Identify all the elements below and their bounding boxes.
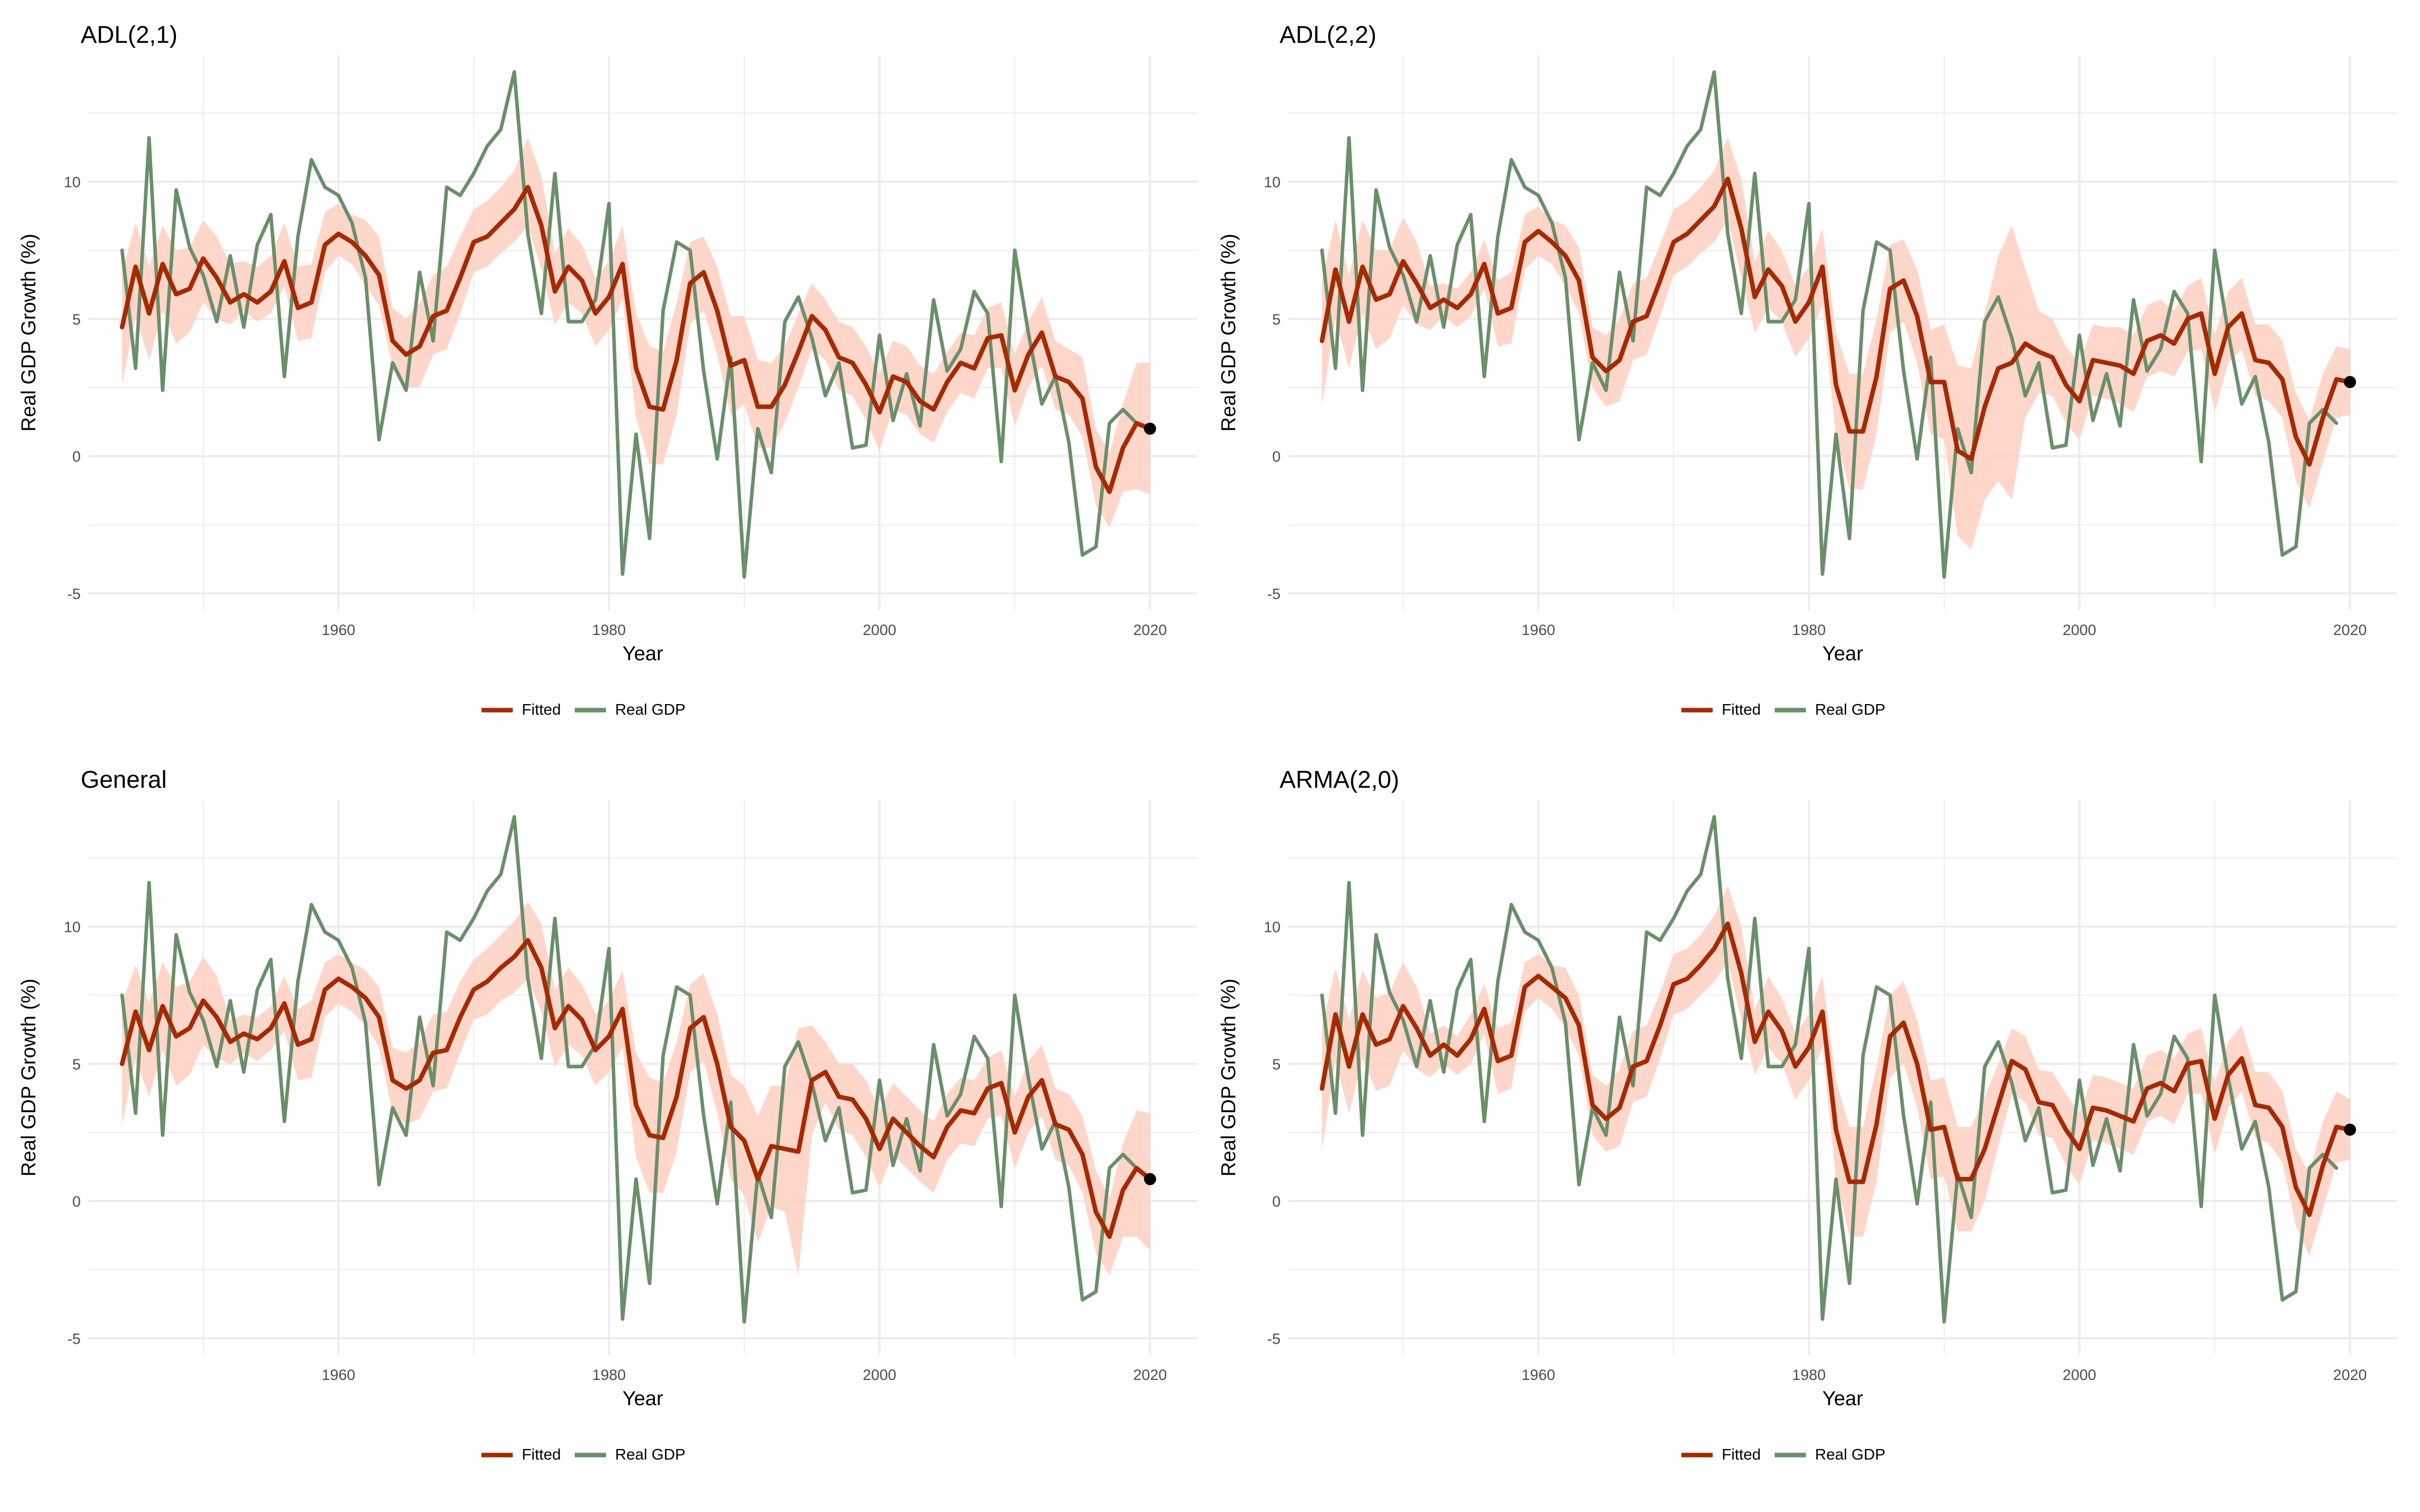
chart-title: ADL(2,1) (81, 22, 177, 48)
forecast-point (2344, 1123, 2356, 1136)
x-tick-label: 1980 (592, 622, 626, 639)
real-gdp-line (1320, 70, 2338, 579)
fitted-line (119, 184, 1153, 494)
x-tick-label: 2000 (2063, 1367, 2096, 1383)
y-tick-label: 10 (64, 919, 81, 935)
confidence-band (1322, 138, 2350, 550)
x-tick-label: 1980 (592, 1367, 626, 1383)
forecast-point (2344, 376, 2356, 389)
y-tick-label: 5 (72, 1056, 81, 1073)
y-tick-label: 0 (72, 449, 81, 465)
chart-panel: 1960 1980 2000 2020 -5 0 5 10 Year Real GDP Growt… (1218, 22, 2397, 718)
y-tick-label: 5 (1272, 311, 1281, 328)
y-axis-label: Real GDP Growth (%) (18, 234, 40, 432)
forecast-point (1144, 1173, 1157, 1185)
x-tick-label: 2020 (2333, 1367, 2367, 1383)
y-tick-label: -5 (1267, 1331, 1281, 1347)
legend-label-fitted: Fitted (1722, 701, 1761, 718)
y-tick-label: 0 (1272, 449, 1281, 465)
x-tick-label: 1960 (1522, 1367, 1555, 1383)
y-tick-label: 0 (72, 1193, 81, 1210)
legend: Fitted Real GDP (481, 701, 686, 718)
fitted-line (119, 938, 1153, 1239)
real-gdp-line (120, 815, 1138, 1324)
fitted-line (1319, 176, 2352, 467)
chart-panel: 1960 1980 2000 2020 -5 0 5 10 Year Real GDP Growt… (18, 767, 1197, 1463)
legend: Fitted Real GDP (1681, 1445, 1886, 1463)
y-tick-label: 0 (1272, 1193, 1281, 1210)
y-tick-label: 5 (1272, 1056, 1281, 1073)
x-tick-label: 1960 (322, 622, 355, 639)
y-tick-label: 10 (64, 174, 81, 191)
y-axis-label: Real GDP Growth (%) (1218, 234, 1240, 432)
legend-label-real-gdp: Real GDP (1815, 1445, 1886, 1463)
legend-label-real-gdp: Real GDP (615, 1445, 686, 1463)
real-gdp-line (120, 70, 1138, 579)
x-axis-label: Year (623, 643, 663, 665)
legend: Fitted Real GDP (481, 1445, 686, 1463)
legend-label-fitted: Fitted (1722, 1445, 1761, 1463)
y-tick-label: -5 (67, 1331, 81, 1347)
x-tick-label: 1960 (322, 1367, 355, 1383)
x-tick-label: 2020 (1133, 1367, 1167, 1383)
x-tick-label: 2020 (1133, 622, 1167, 639)
forecast-point (1144, 422, 1157, 435)
x-tick-label: 1980 (1792, 1367, 1826, 1383)
x-tick-label: 2000 (863, 622, 896, 639)
x-axis-label: Year (1823, 1388, 1863, 1410)
y-axis-label: Real GDP Growth (%) (18, 979, 40, 1177)
x-tick-label: 2000 (2063, 622, 2096, 639)
legend-label-fitted: Fitted (522, 1445, 561, 1463)
y-axis-label: Real GDP Growth (%) (1218, 979, 1240, 1177)
x-tick-label: 2020 (2333, 622, 2367, 639)
confidence-band (122, 138, 1151, 528)
gridlines (1288, 800, 2397, 1355)
y-tick-label: 10 (1264, 174, 1281, 191)
x-tick-label: 1960 (1522, 622, 1555, 639)
chart-title: ARMA(2,0) (1280, 767, 1399, 793)
gridlines (88, 800, 1197, 1355)
chart-title: General (81, 767, 167, 793)
y-tick-label: 5 (72, 311, 81, 328)
x-axis-label: Year (623, 1388, 663, 1410)
chart-panel: 1960 1980 2000 2020 -5 0 5 10 Year Real GDP Growt… (18, 22, 1197, 718)
x-axis-label: Year (1823, 643, 1863, 665)
x-tick-label: 1980 (1792, 622, 1826, 639)
confidence-band (122, 902, 1151, 1276)
chart-title: ADL(2,2) (1280, 22, 1376, 48)
y-tick-label: -5 (1267, 586, 1281, 602)
confidence-band (1322, 885, 2350, 1256)
y-tick-label: 10 (1264, 919, 1281, 935)
chart-panel: 1960 1980 2000 2020 -5 0 5 10 Year Real GDP Growt… (1218, 767, 2397, 1463)
legend-label-real-gdp: Real GDP (615, 701, 686, 718)
real-gdp-line (1320, 815, 2338, 1324)
legend-label-real-gdp: Real GDP (1815, 701, 1886, 718)
legend-label-fitted: Fitted (522, 701, 561, 718)
x-tick-label: 2000 (863, 1367, 896, 1383)
fitted-line (1319, 921, 2352, 1217)
legend: Fitted Real GDP (1681, 701, 1886, 718)
y-tick-label: -5 (67, 586, 81, 602)
